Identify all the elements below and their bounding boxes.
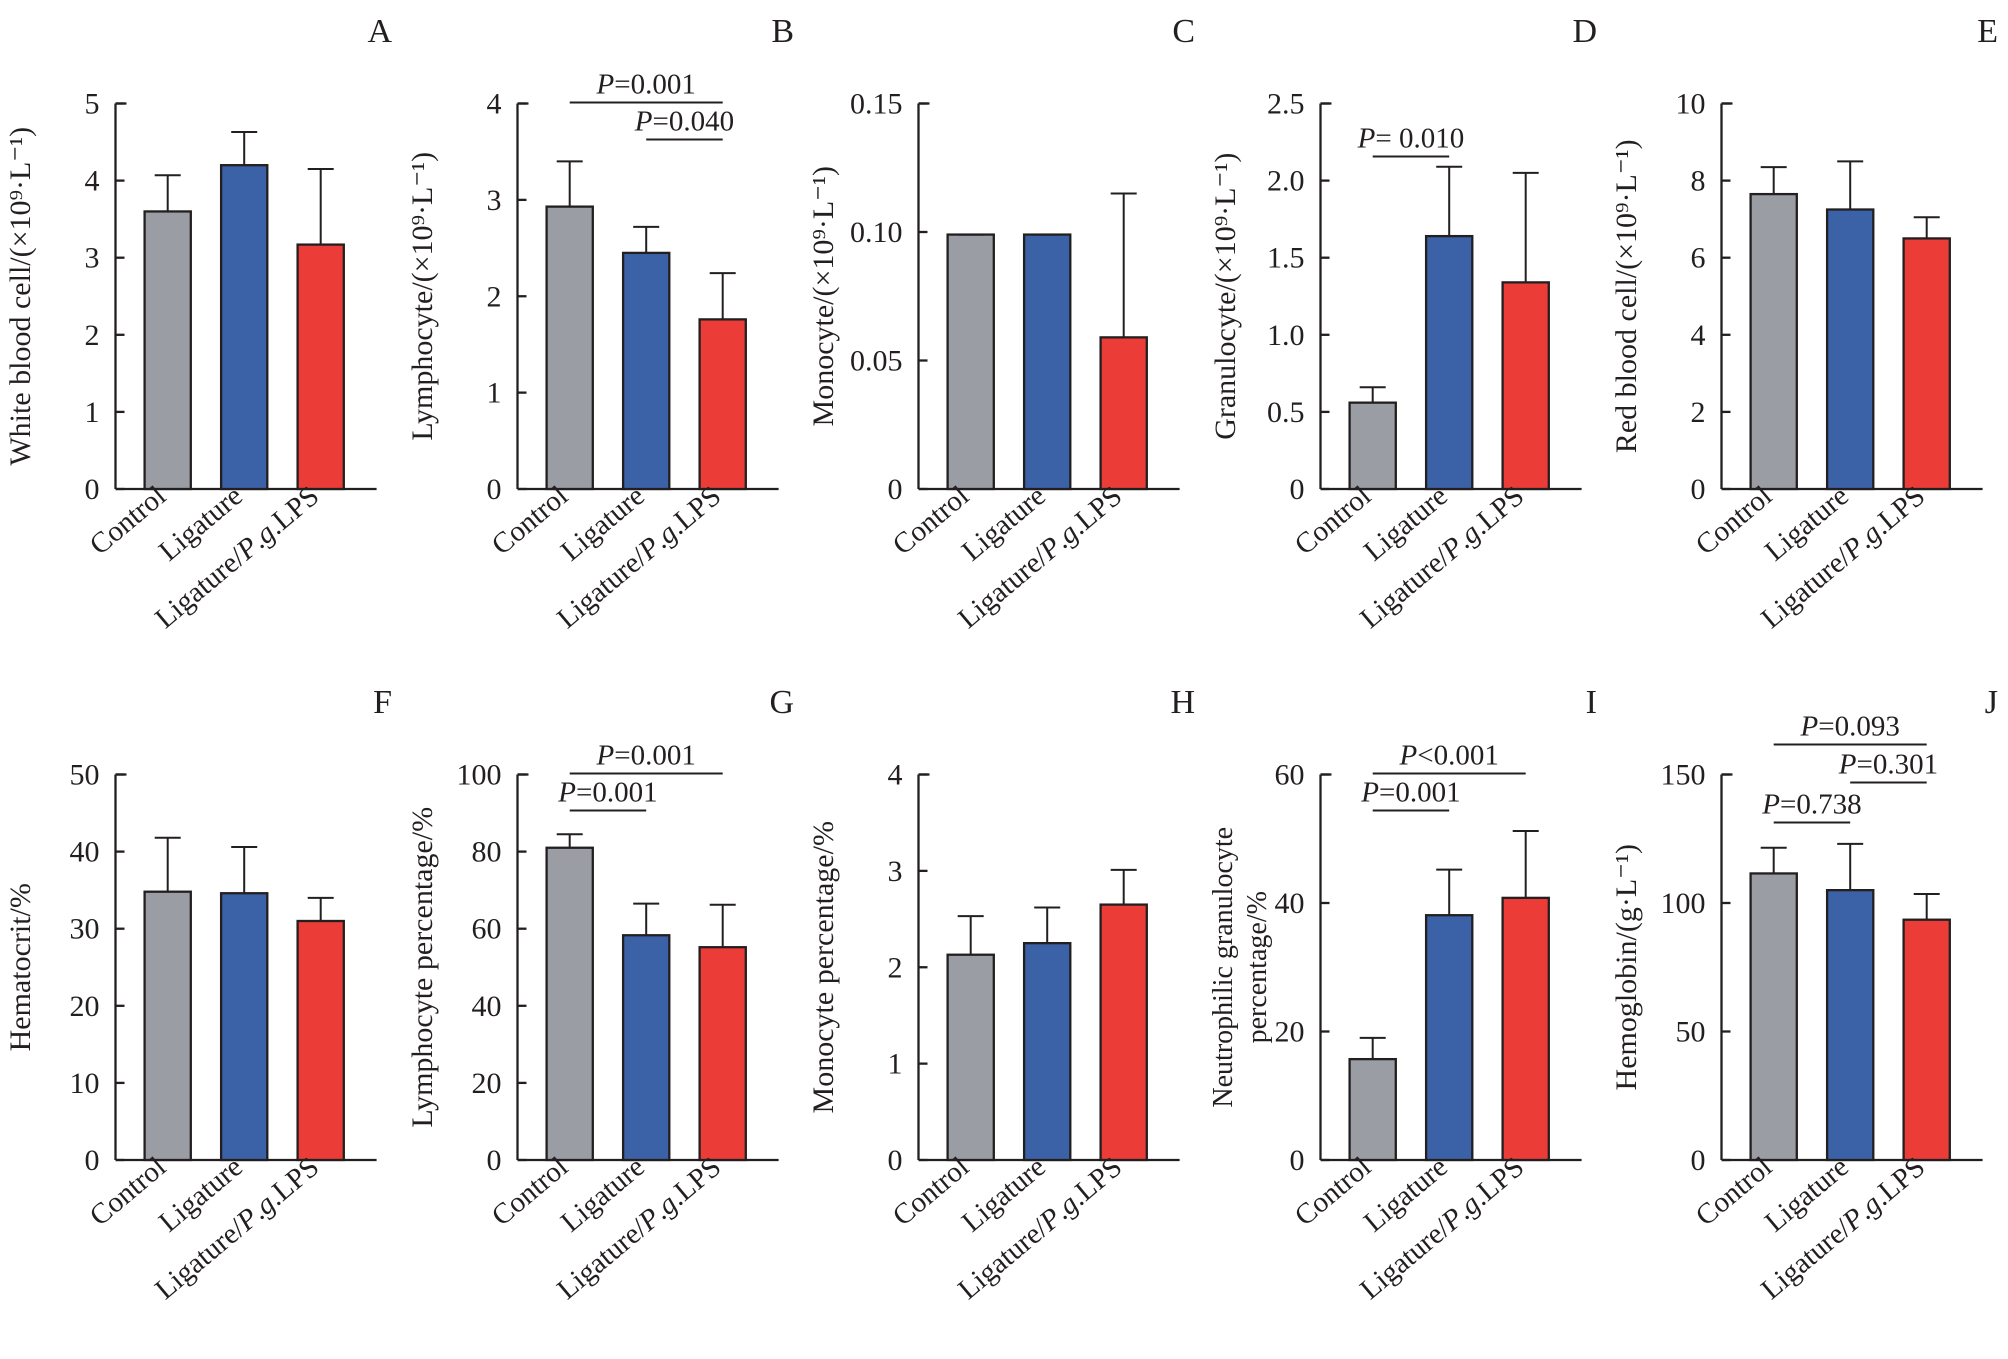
svg-text:4: 4 xyxy=(85,165,100,198)
svg-text:P=0.001: P=0.001 xyxy=(1360,777,1460,809)
svg-text:4: 4 xyxy=(1691,319,1706,352)
svg-text:Hematocrit/%: Hematocrit/% xyxy=(4,883,37,1051)
svg-text:D: D xyxy=(1572,13,1597,50)
svg-text:0: 0 xyxy=(888,473,903,506)
svg-text:10: 10 xyxy=(70,1067,100,1100)
svg-text:1: 1 xyxy=(486,377,501,410)
svg-text:0: 0 xyxy=(486,473,501,506)
svg-text:0: 0 xyxy=(888,1144,903,1177)
svg-text:80: 80 xyxy=(471,836,501,869)
svg-text:10: 10 xyxy=(1676,88,1706,121)
svg-text:White blood cell/(×10⁹·L⁻¹): White blood cell/(×10⁹·L⁻¹) xyxy=(4,127,37,466)
svg-text:1: 1 xyxy=(85,396,100,429)
svg-text:P=0.001: P=0.001 xyxy=(595,740,695,772)
svg-text:0: 0 xyxy=(85,473,100,506)
svg-text:Monocyte/(×10⁹·L⁻¹): Monocyte/(×10⁹·L⁻¹) xyxy=(807,166,840,426)
svg-text:F: F xyxy=(373,684,392,721)
svg-text:0.5: 0.5 xyxy=(1267,396,1305,429)
svg-text:4: 4 xyxy=(888,759,903,792)
svg-text:P=0.738: P=0.738 xyxy=(1762,789,1862,821)
svg-text:100: 100 xyxy=(1661,887,1706,920)
svg-text:Monocyte percentage/%: Monocyte percentage/% xyxy=(807,821,840,1113)
svg-text:P<0.001: P<0.001 xyxy=(1398,740,1498,772)
svg-text:40: 40 xyxy=(471,990,501,1023)
svg-text:0: 0 xyxy=(486,1144,501,1177)
svg-text:8: 8 xyxy=(1691,165,1706,198)
svg-text:2: 2 xyxy=(888,951,903,984)
svg-text:2: 2 xyxy=(85,319,100,352)
svg-text:100: 100 xyxy=(456,759,501,792)
svg-text:0.10: 0.10 xyxy=(850,216,903,249)
svg-text:E: E xyxy=(1978,13,1999,50)
svg-text:P=0.093: P=0.093 xyxy=(1800,711,1900,743)
svg-text:3: 3 xyxy=(888,855,903,888)
svg-text:P=0.001: P=0.001 xyxy=(557,777,657,809)
svg-text:0.05: 0.05 xyxy=(850,345,903,378)
svg-text:20: 20 xyxy=(70,990,100,1023)
svg-text:Lymphocyte/(×10⁹·L⁻¹): Lymphocyte/(×10⁹·L⁻¹) xyxy=(406,152,439,441)
svg-text:2.0: 2.0 xyxy=(1267,165,1305,198)
svg-text:40: 40 xyxy=(70,836,100,869)
svg-text:0: 0 xyxy=(1691,1144,1706,1177)
svg-text:H: H xyxy=(1171,684,1196,721)
svg-text:G: G xyxy=(769,684,794,721)
svg-text:C: C xyxy=(1173,13,1196,50)
svg-text:P=0.301: P=0.301 xyxy=(1838,749,1938,781)
svg-text:A: A xyxy=(367,13,392,50)
svg-text:1.5: 1.5 xyxy=(1267,242,1305,275)
svg-text:Red blood cell/(×10⁹·L⁻¹): Red blood cell/(×10⁹·L⁻¹) xyxy=(1610,139,1643,453)
svg-text:6: 6 xyxy=(1691,242,1706,275)
svg-text:50: 50 xyxy=(70,759,100,792)
svg-text:Granulocyte/(×10⁹·L⁻¹): Granulocyte/(×10⁹·L⁻¹) xyxy=(1209,153,1242,440)
svg-text:30: 30 xyxy=(70,913,100,946)
svg-text:0: 0 xyxy=(1691,473,1706,506)
svg-text:0: 0 xyxy=(85,1144,100,1177)
svg-text:2: 2 xyxy=(1691,396,1706,429)
svg-text:J: J xyxy=(1985,684,1998,721)
svg-text:0: 0 xyxy=(1289,1144,1304,1177)
svg-text:20: 20 xyxy=(1274,1016,1304,1049)
svg-text:B: B xyxy=(771,13,794,50)
svg-text:P= 0.010: P= 0.010 xyxy=(1356,123,1464,155)
svg-text:2: 2 xyxy=(486,280,501,313)
svg-text:20: 20 xyxy=(471,1067,501,1100)
svg-text:P=0.001: P=0.001 xyxy=(595,69,695,101)
svg-text:Lymphocyte percentage/%: Lymphocyte percentage/% xyxy=(406,807,439,1128)
svg-text:60: 60 xyxy=(1274,759,1304,792)
svg-text:0.15: 0.15 xyxy=(850,88,903,121)
svg-text:3: 3 xyxy=(486,184,501,217)
svg-text:50: 50 xyxy=(1676,1016,1706,1049)
svg-text:1.0: 1.0 xyxy=(1267,319,1305,352)
svg-text:4: 4 xyxy=(486,88,501,121)
svg-text:Hemoglobin/(g·L⁻¹): Hemoglobin/(g·L⁻¹) xyxy=(1610,844,1643,1090)
svg-text:5: 5 xyxy=(85,88,100,121)
svg-text:1: 1 xyxy=(888,1048,903,1081)
svg-text:150: 150 xyxy=(1661,759,1706,792)
svg-text:I: I xyxy=(1585,684,1596,721)
svg-text:0: 0 xyxy=(1289,473,1304,506)
svg-text:60: 60 xyxy=(471,913,501,946)
svg-text:3: 3 xyxy=(85,242,100,275)
svg-text:40: 40 xyxy=(1274,887,1304,920)
svg-text:2.5: 2.5 xyxy=(1267,88,1305,121)
svg-text:P=0.040: P=0.040 xyxy=(633,106,733,138)
